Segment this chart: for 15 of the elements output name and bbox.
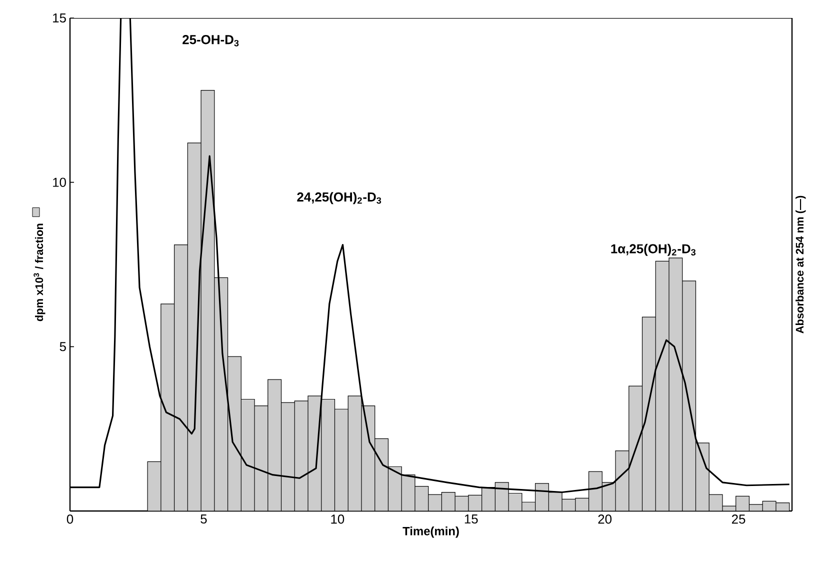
x-tick-label: 15 [464, 514, 478, 524]
x-tick-label: 25 [732, 514, 746, 524]
y-tick-label: 5 [60, 342, 66, 352]
x-tick-label: 5 [200, 514, 207, 524]
x-axis-title: Time(min) [402, 526, 459, 538]
annotation: 25-OH-D$_{3}$ [182, 35, 239, 46]
y-tick-label: 15 [53, 13, 66, 23]
annotation: 24,25(OH)$_{2}$-D$_{3}$ [297, 192, 382, 204]
x-tick-label: 0 [66, 514, 74, 524]
x-tick-label: 10 [331, 514, 344, 524]
annotation: 1α,25(OH)$_{2}$-D$_{3}$ [611, 244, 696, 256]
x-tick-label: 20 [598, 514, 612, 524]
y2-axis-title: Absorbance at 254 nm (—) [796, 196, 806, 334]
y-tick-label: 10 [53, 178, 66, 187]
y-axis-title: dpm x10$^{3}$ / fraction [34, 224, 46, 322]
